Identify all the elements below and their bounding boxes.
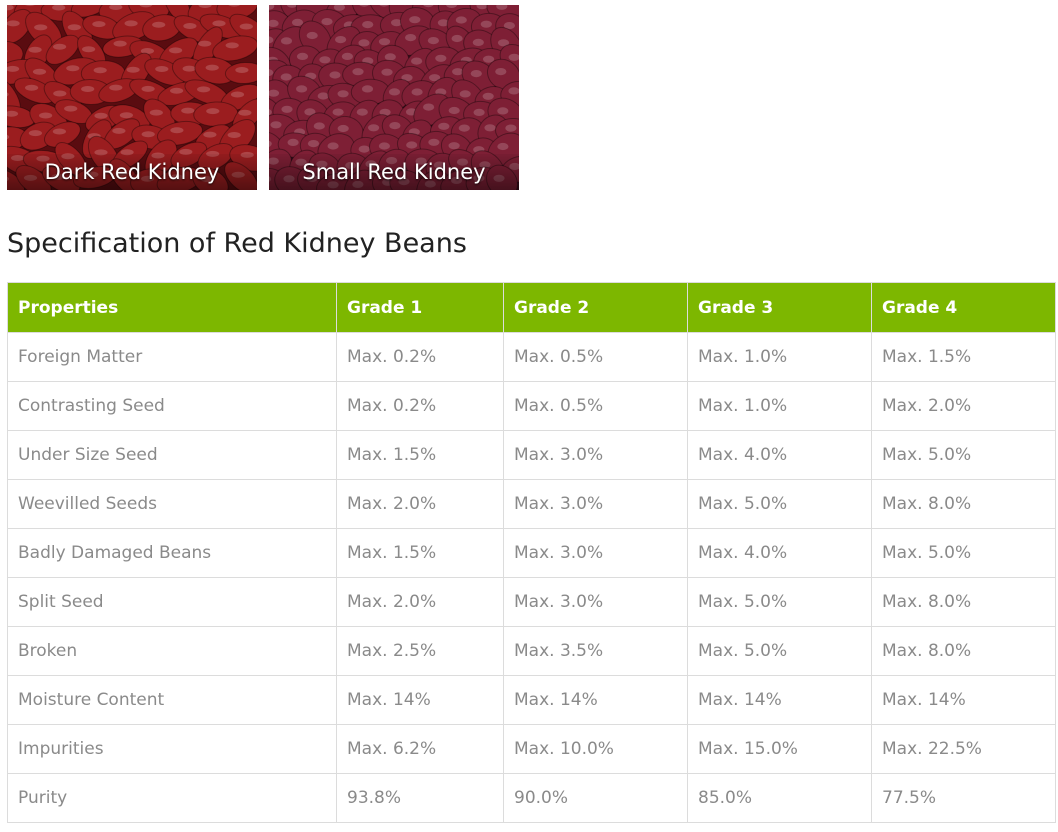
table-cell: Max. 14%	[336, 675, 504, 725]
table-cell: Max. 3.0%	[503, 430, 688, 480]
table-row: Under Size Seed Max. 1.5% Max. 3.0% Max.…	[7, 430, 1056, 480]
table-cell: Max. 3.0%	[503, 479, 688, 529]
small-red-kidney-caption: Small Red Kidney	[269, 154, 519, 190]
table-cell: Max. 2.0%	[336, 479, 504, 529]
table-cell: Max. 1.5%	[336, 528, 504, 578]
table-cell: Under Size Seed	[7, 430, 337, 480]
table-cell: Max. 3.0%	[503, 577, 688, 627]
table-row: Broken Max. 2.5% Max. 3.5% Max. 5.0% Max…	[7, 626, 1056, 676]
table-cell: Max. 2.5%	[336, 626, 504, 676]
column-header-grade-3: Grade 3	[687, 282, 872, 333]
table-cell: Max. 3.0%	[503, 528, 688, 578]
table-cell: Max. 8.0%	[871, 626, 1056, 676]
table-cell: Max. 1.5%	[336, 430, 504, 480]
table-cell: Max. 0.2%	[336, 332, 504, 382]
table-cell: Max. 15.0%	[687, 724, 872, 774]
table-row: Purity 93.8% 90.0% 85.0% 77.5%	[7, 773, 1056, 823]
table-cell: Max. 5.0%	[871, 528, 1056, 578]
table-cell: Weevilled Seeds	[7, 479, 337, 529]
table-row: Foreign Matter Max. 0.2% Max. 0.5% Max. …	[7, 332, 1056, 382]
table-cell: 85.0%	[687, 773, 872, 823]
table-cell: Max. 0.5%	[503, 381, 688, 431]
table-cell: Max. 10.0%	[503, 724, 688, 774]
table-cell: Max. 14%	[503, 675, 688, 725]
table-cell: Max. 8.0%	[871, 479, 1056, 529]
bean-gallery: Dark Red Kidney Small Red Kidney	[7, 5, 519, 190]
table-cell: Broken	[7, 626, 337, 676]
table-cell: Impurities	[7, 724, 337, 774]
table-cell: Max. 2.0%	[336, 577, 504, 627]
table-cell: Max. 22.5%	[871, 724, 1056, 774]
table-row: Moisture Content Max. 14% Max. 14% Max. …	[7, 675, 1056, 725]
table-cell: Max. 6.2%	[336, 724, 504, 774]
table-cell: Max. 1.5%	[871, 332, 1056, 382]
table-cell: Max. 8.0%	[871, 577, 1056, 627]
table-cell: Max. 5.0%	[871, 430, 1056, 480]
table-cell: Max. 14%	[687, 675, 872, 725]
table-cell: Max. 2.0%	[871, 381, 1056, 431]
table-cell: Max. 4.0%	[687, 430, 872, 480]
table-cell: Max. 1.0%	[687, 381, 872, 431]
table-cell: Max. 5.0%	[687, 626, 872, 676]
table-row: Contrasting Seed Max. 0.2% Max. 0.5% Max…	[7, 381, 1056, 431]
table-cell: 77.5%	[871, 773, 1056, 823]
table-cell: 90.0%	[503, 773, 688, 823]
table-cell: Foreign Matter	[7, 332, 337, 382]
small-red-kidney-card[interactable]: Small Red Kidney	[269, 5, 519, 190]
column-header-grade-1: Grade 1	[336, 282, 504, 333]
column-header-grade-4: Grade 4	[871, 282, 1056, 333]
table-cell: Purity	[7, 773, 337, 823]
table-row: Badly Damaged Beans Max. 1.5% Max. 3.0% …	[7, 528, 1056, 578]
table-header-row: Properties Grade 1 Grade 2 Grade 3 Grade…	[7, 282, 1056, 333]
table-cell: Contrasting Seed	[7, 381, 337, 431]
column-header-properties: Properties	[7, 282, 337, 333]
small-red-kidney-image	[269, 5, 519, 190]
table-cell: Max. 14%	[871, 675, 1056, 725]
table-cell: Max. 0.5%	[503, 332, 688, 382]
table-cell: Max. 5.0%	[687, 479, 872, 529]
table-cell: Max. 1.0%	[687, 332, 872, 382]
table-cell: Max. 0.2%	[336, 381, 504, 431]
table-cell: Moisture Content	[7, 675, 337, 725]
dark-red-kidney-caption: Dark Red Kidney	[7, 154, 257, 190]
table-cell: Max. 3.5%	[503, 626, 688, 676]
table-row: Weevilled Seeds Max. 2.0% Max. 3.0% Max.…	[7, 479, 1056, 529]
dark-red-kidney-image	[7, 5, 257, 190]
column-header-grade-2: Grade 2	[503, 282, 688, 333]
table-cell: 93.8%	[336, 773, 504, 823]
page-title: Specification of Red Kidney Beans	[7, 228, 467, 259]
table-cell: Badly Damaged Beans	[7, 528, 337, 578]
table-row: Impurities Max. 6.2% Max. 10.0% Max. 15.…	[7, 724, 1056, 774]
table-cell: Split Seed	[7, 577, 337, 627]
table-cell: Max. 5.0%	[687, 577, 872, 627]
specification-table: Properties Grade 1 Grade 2 Grade 3 Grade…	[7, 282, 1056, 823]
dark-red-kidney-card[interactable]: Dark Red Kidney	[7, 5, 257, 190]
table-row: Split Seed Max. 2.0% Max. 3.0% Max. 5.0%…	[7, 577, 1056, 627]
table-cell: Max. 4.0%	[687, 528, 872, 578]
